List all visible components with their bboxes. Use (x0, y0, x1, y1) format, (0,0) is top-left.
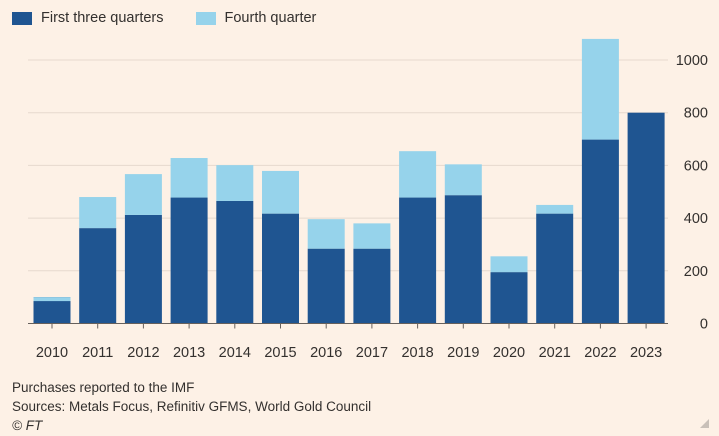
x-tick-label-2012: 2012 (127, 345, 159, 361)
bar-2023-first-three-quarters (627, 112, 665, 324)
footer-credit: © FT (12, 418, 43, 433)
bar-2017-fourth-quarter (353, 223, 391, 249)
bar-2018-fourth-quarter (399, 151, 437, 198)
x-tick-label-2020: 2020 (493, 345, 525, 361)
bar-2015-fourth-quarter (262, 170, 299, 214)
bar-2014-fourth-quarter (216, 165, 254, 201)
x-tick-label-2010: 2010 (36, 345, 68, 361)
bar-2013-first-three-quarters (170, 197, 208, 324)
legend-label-fourth-quarter: Fourth quarter (224, 10, 317, 26)
x-tick-label-2019: 2019 (447, 345, 479, 361)
y-tick-label-800: 800 (684, 106, 708, 122)
legend-item-first-three-quarters: First three quarters (12, 10, 164, 26)
y-tick-label-600: 600 (684, 158, 708, 174)
bar-2021-fourth-quarter (536, 204, 574, 214)
legend-swatch-fourth-quarter (195, 11, 216, 25)
x-tick-label-2021: 2021 (539, 345, 571, 361)
x-tick-label-2013: 2013 (173, 345, 205, 361)
bar-2012-fourth-quarter (124, 174, 162, 215)
bar-2011-first-three-quarters (79, 228, 117, 324)
bar-2010-fourth-quarter (33, 297, 71, 302)
footer-note: Purchases reported to the IMF (12, 380, 195, 395)
bar-2020-fourth-quarter (490, 256, 528, 273)
chart-footer: Purchases reported to the IMF Sources: M… (12, 378, 371, 435)
x-tick-label-2023: 2023 (630, 345, 662, 361)
bar-2016-fourth-quarter (307, 219, 345, 249)
x-tick-label-2018: 2018 (401, 345, 433, 361)
y-tick-label-400: 400 (684, 211, 708, 227)
chart-legend: First three quarters Fourth quarter (12, 10, 316, 26)
bar-2012-first-three-quarters (124, 214, 162, 324)
bar-2019-fourth-quarter (444, 164, 482, 196)
legend-label-first-three-quarters: First three quarters (41, 10, 164, 26)
bar-2020-first-three-quarters (490, 272, 528, 324)
x-tick-label-2017: 2017 (356, 345, 388, 361)
y-tick-label-200: 200 (684, 264, 708, 280)
legend-item-fourth-quarter: Fourth quarter (195, 10, 317, 26)
bar-2013-fourth-quarter (170, 158, 208, 198)
x-tick-label-2014: 2014 (219, 345, 251, 361)
bar-2015-first-three-quarters (262, 213, 299, 324)
x-tick-label-2022: 2022 (584, 345, 616, 361)
x-tick-label-2016: 2016 (310, 345, 342, 361)
legend-swatch-first-three-quarters (12, 11, 32, 25)
bar-2016-first-three-quarters (307, 248, 345, 324)
bar-2011-fourth-quarter (79, 197, 117, 229)
bar-2010-first-three-quarters (33, 297, 71, 324)
bar-2018-first-three-quarters (399, 197, 437, 324)
y-tick-label-0: 0 (700, 317, 708, 333)
bar-2021-first-three-quarters (536, 213, 574, 324)
bar-2022-first-three-quarters (581, 139, 619, 324)
x-tick-label-2015: 2015 (264, 345, 296, 361)
y-tick-label-1000: 1000 (676, 53, 708, 69)
footer-sources: Sources: Metals Focus, Refinitiv GFMS, W… (12, 399, 372, 414)
bar-chart: 0 200 400 600 800 1000 2010 2011 2012 2013 2014 201… (28, 38, 708, 361)
bar-2014-first-three-quarters (216, 200, 254, 324)
x-tick-label-2011: 2011 (82, 345, 113, 361)
resize-corner-icon (700, 419, 709, 428)
bar-2022-fourth-quarter (581, 38, 619, 140)
bar-2017-first-three-quarters (353, 248, 391, 324)
bar-2019-first-three-quarters (444, 195, 482, 324)
